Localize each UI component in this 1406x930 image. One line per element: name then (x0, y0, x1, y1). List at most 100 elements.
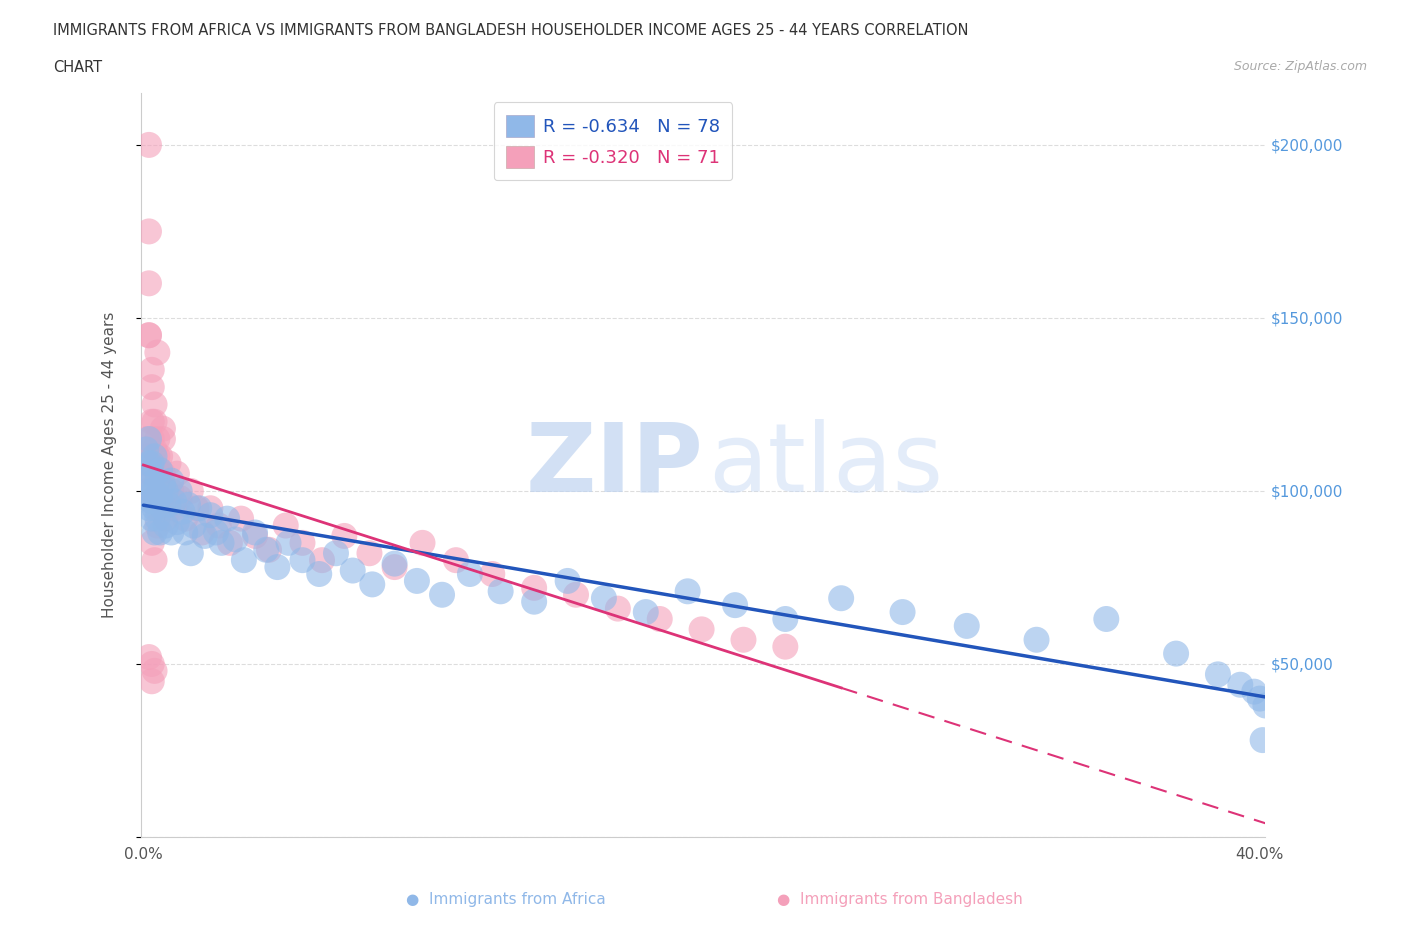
Point (1206, 667, 1229, 682)
Point (149, 449, 172, 464)
Point (141, 432, 163, 446)
Point (169, 490, 191, 505)
Point (155, 512, 177, 526)
Point (411, 536, 433, 551)
Point (155, 518, 177, 533)
Point (325, 546, 347, 561)
Point (676, 584, 699, 599)
Point (146, 518, 169, 533)
Point (143, 456, 166, 471)
Point (458, 566, 481, 581)
Text: ●  Immigrants from Bangladesh: ● Immigrants from Bangladesh (778, 892, 1022, 907)
Point (160, 484, 183, 498)
Point (232, 552, 254, 567)
Point (257, 542, 280, 557)
Text: ●  Immigrants from Africa: ● Immigrants from Africa (406, 892, 606, 907)
Point (172, 504, 194, 519)
Point (775, 612, 797, 627)
Point (155, 484, 177, 498)
Point (163, 494, 186, 509)
Point (152, 466, 174, 481)
Point (141, 674, 163, 689)
Point (174, 525, 197, 540)
Point (141, 363, 163, 378)
Point (648, 612, 671, 627)
Point (208, 518, 231, 533)
Point (143, 397, 166, 412)
Point (557, 574, 579, 589)
Point (138, 327, 160, 342)
Text: CHART: CHART (53, 60, 103, 75)
Point (146, 501, 169, 516)
Point (430, 588, 453, 603)
Point (143, 525, 166, 540)
Point (143, 501, 166, 516)
Text: atlas: atlas (709, 418, 943, 512)
Point (333, 528, 356, 543)
Point (174, 512, 197, 526)
Point (143, 663, 166, 678)
Point (1249, 691, 1271, 706)
Point (565, 588, 588, 603)
Point (138, 138, 160, 153)
Point (138, 449, 160, 464)
Point (1251, 733, 1274, 748)
Point (141, 456, 163, 471)
Point (160, 525, 183, 540)
Point (444, 552, 467, 567)
Y-axis label: Householder Income Ages 25 - 44 years: Householder Income Ages 25 - 44 years (103, 312, 117, 618)
Point (155, 501, 177, 516)
Point (163, 501, 186, 516)
Point (243, 528, 266, 543)
Text: Source: ZipAtlas.com: Source: ZipAtlas.com (1233, 60, 1367, 73)
Point (146, 432, 169, 446)
Point (191, 525, 214, 540)
Point (1243, 684, 1265, 699)
Point (149, 463, 172, 478)
Point (229, 512, 252, 526)
Point (180, 546, 202, 561)
Point (138, 327, 160, 342)
Point (166, 514, 188, 529)
Point (205, 525, 228, 540)
Point (135, 484, 157, 498)
Point (690, 622, 713, 637)
Point (1229, 677, 1251, 692)
Text: ZIP: ZIP (524, 418, 703, 512)
Point (733, 632, 755, 647)
Point (141, 494, 163, 509)
Point (141, 536, 163, 551)
Point (141, 379, 163, 394)
Point (481, 566, 503, 581)
Point (489, 584, 512, 599)
Point (135, 442, 157, 457)
Point (308, 566, 330, 581)
Point (384, 556, 406, 571)
Point (149, 466, 172, 481)
Point (277, 536, 299, 551)
Point (634, 604, 657, 619)
Point (138, 476, 160, 491)
Point (146, 512, 169, 526)
Point (152, 421, 174, 436)
Point (135, 490, 157, 505)
Point (188, 501, 211, 516)
Point (1164, 646, 1187, 661)
Legend: R = -0.634   N = 78, R = -0.320   N = 71: R = -0.634 N = 78, R = -0.320 N = 71 (494, 102, 733, 180)
Point (143, 449, 166, 464)
Point (211, 536, 233, 551)
Point (406, 574, 429, 589)
Point (274, 518, 297, 533)
Point (135, 432, 157, 446)
Point (180, 484, 202, 498)
Point (149, 525, 172, 540)
Point (143, 484, 166, 498)
Point (194, 528, 217, 543)
Point (254, 542, 277, 557)
Point (217, 512, 239, 526)
Point (149, 490, 172, 505)
Point (243, 525, 266, 540)
Point (152, 432, 174, 446)
Point (146, 494, 169, 509)
Point (141, 414, 163, 429)
